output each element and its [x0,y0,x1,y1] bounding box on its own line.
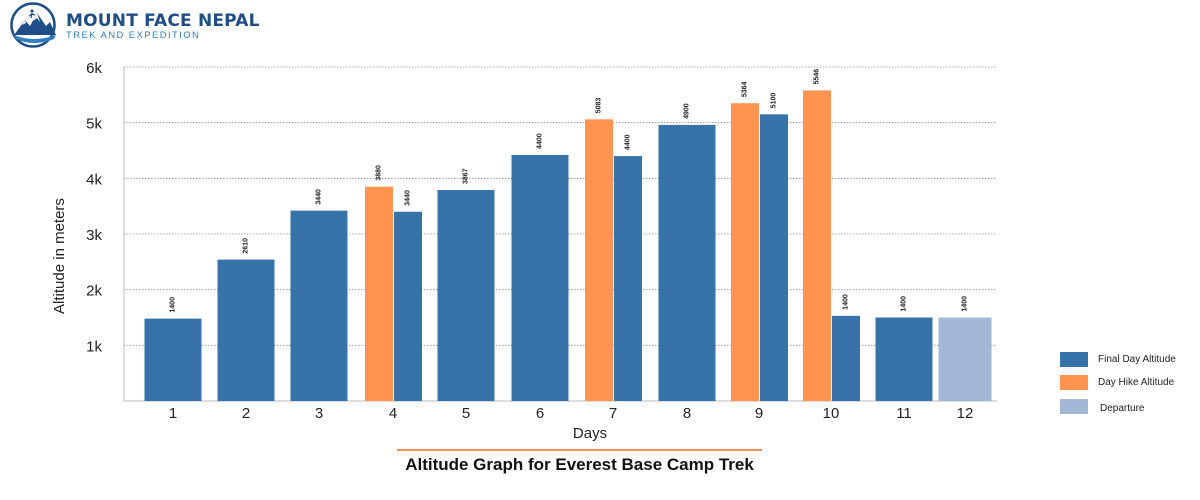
x-tick-label: 12 [957,405,974,422]
bar-final-day-altitude [875,317,933,401]
bar-data-label: 1400 [843,294,850,310]
bar-final-day-altitude [832,315,860,401]
x-tick-label: 3 [315,405,323,422]
title-divider [397,449,762,451]
x-tick-label: 10 [823,405,840,422]
x-tick-label: 1 [169,405,177,422]
x-tick-label: 11 [896,405,912,422]
bar-data-label: 5100 [771,93,778,109]
y-tick-label: 3k [86,227,102,244]
legend-swatch-final-day [1060,352,1088,367]
bar-final-day-altitude [614,156,642,401]
bar-day-hike-altitude [365,186,393,401]
legend-item-final-day: Final Day Altitude [1060,352,1195,368]
bar-data-label: 1400 [901,296,908,312]
bar-final-day-altitude [658,124,716,401]
legend-label-final-day: Final Day Altitude [1098,354,1176,365]
x-tick-label: 6 [536,405,544,422]
bar-data-label: 4400 [537,133,544,149]
bar-data-label: 3880 [376,165,383,181]
bar-data-label: 4400 [625,134,632,150]
logo-tagline: TREK AND EXPEDITION [66,30,201,41]
legend-item-departure: Departure [1060,399,1195,415]
chart-title: Altitude Graph for Everest Base Camp Tre… [405,455,754,474]
x-tick-label: 9 [755,405,763,422]
bar-data-label: 3440 [405,190,412,206]
y-tick-label: 1k [86,338,102,355]
bar-departure [938,317,992,401]
x-axis-label: Days [573,425,607,442]
bar-day-hike-altitude [731,103,759,401]
bar-final-day-altitude [144,318,202,401]
y-tick-label: 5k [86,116,102,133]
bar-final-day-altitude [394,211,422,401]
y-tick-label: 4k [86,171,102,188]
company-logo: MOUNT FACE NEPAL TREK AND EXPEDITION [10,2,259,48]
x-tick-label: 8 [683,405,691,422]
x-tick-label: 7 [609,405,617,422]
bar-final-day-altitude [437,190,495,401]
bar-day-hike-altitude [585,119,613,402]
bar-data-label: 3440 [316,189,323,205]
legend-swatch-departure [1060,399,1088,414]
bar-data-label: 4900 [684,103,691,119]
bar-data-label: 5546 [814,69,821,85]
bar-final-day-altitude [290,210,348,401]
x-tick-label: 4 [389,405,397,422]
bar-final-day-altitude [217,259,275,401]
bar-final-day-altitude [760,114,788,402]
bar-data-label: 3867 [463,168,470,184]
mountain-logo-icon [10,2,56,48]
y-axis-label: Altitude in meters [51,198,68,314]
bar-data-label: 2610 [243,238,250,254]
legend-label-departure: Departure [1100,403,1145,414]
bar-data-label: 1400 [170,297,177,313]
bar-data-label: 5083 [596,98,603,114]
legend-label-day-hike: Day Hike Altitude [1098,377,1175,388]
y-tick-label: 6k [86,60,102,77]
legend-swatch-day-hike [1060,375,1088,390]
y-tick-label: 2k [86,283,102,300]
x-tick-label: 5 [462,405,470,422]
legend-item-day-hike: Day Hike Altitude [1060,375,1195,391]
bar-day-hike-altitude [803,90,831,401]
logo-name: MOUNT FACE NEPAL [66,11,260,31]
x-tick-label: 2 [242,405,250,422]
bar-final-day-altitude [511,154,569,401]
bar-data-label: 1400 [962,296,969,312]
bar-data-label: 5364 [742,82,749,98]
